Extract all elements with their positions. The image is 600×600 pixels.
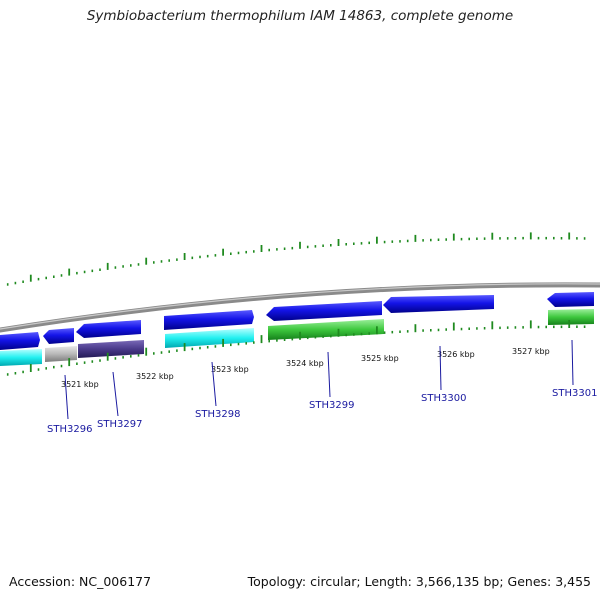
gene-feature-blue-2[interactable] — [43, 328, 74, 344]
scale-label-3524: 3524 kbp — [286, 359, 324, 368]
gene-feature-blue-1[interactable] — [0, 332, 40, 350]
gene-label-leaders — [64, 339, 574, 420]
gene-label-sth3297[interactable]: STH3297 — [97, 419, 142, 430]
gene-feature-blue-5[interactable] — [266, 301, 382, 321]
accession-label: Accession: NC_006177 — [9, 574, 152, 589]
scale-label-3526: 3526 kbp — [437, 350, 475, 359]
scale-label-3521: 3521 kbp — [61, 380, 99, 389]
gene-feature-blue-7[interactable] — [547, 292, 594, 307]
gene-feature-cyan-2[interactable] — [165, 328, 254, 348]
gene-label-sth3301[interactable]: STH3301 — [552, 388, 597, 399]
scale-label-3522: 3522 kbp — [136, 372, 174, 381]
gene-feature-blue-3[interactable] — [76, 320, 141, 338]
gene-feature-green-2[interactable] — [548, 309, 594, 325]
scale-label-3525: 3525 kbp — [361, 354, 399, 363]
gene-feature-indigo[interactable] — [78, 340, 144, 358]
gene-feature-blue-4[interactable] — [164, 310, 254, 330]
scale-label-3527: 3527 kbp — [512, 347, 550, 356]
gene-feature-blue-6[interactable] — [383, 295, 494, 313]
gene-label-sth3299[interactable]: STH3299 — [309, 400, 354, 411]
gene-label-sth3300[interactable]: STH3300 — [421, 393, 466, 404]
genome-backbone-highlight — [0, 283, 600, 330]
inner-tick-ring — [6, 320, 586, 376]
gene-label-sth3296[interactable]: STH3296 — [47, 424, 92, 435]
scale-label-3523: 3523 kbp — [211, 365, 249, 374]
genome-title: Symbiobacterium thermophilum IAM 14863, … — [86, 8, 514, 24]
gene-feature-gray[interactable] — [45, 346, 77, 362]
genome-backbone — [0, 282, 600, 333]
gene-feature-green-1[interactable] — [268, 319, 384, 340]
outer-tick-ring — [6, 232, 586, 286]
gene-label-sth3298[interactable]: STH3298 — [195, 409, 240, 420]
genome-summary: Topology: circular; Length: 3,566,135 bp… — [247, 574, 591, 589]
gene-feature-cyan-1[interactable] — [0, 349, 42, 366]
